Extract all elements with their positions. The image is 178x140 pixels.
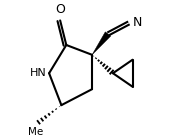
Text: N: N (133, 16, 142, 29)
Text: HN: HN (30, 68, 47, 78)
Text: Me: Me (28, 127, 43, 137)
Polygon shape (92, 32, 111, 55)
Text: O: O (55, 3, 65, 16)
